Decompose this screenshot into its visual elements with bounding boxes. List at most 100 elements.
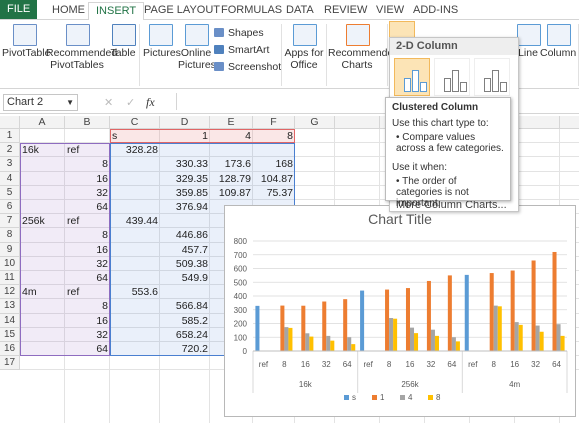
cell[interactable]: 16 (96, 243, 108, 256)
row-header[interactable]: 12 (0, 285, 20, 300)
column-header[interactable] (560, 116, 579, 129)
column-header[interactable] (515, 116, 560, 129)
ribbon-button[interactable]: Pictures (143, 24, 181, 59)
ribbon-button[interactable]: Recommended Charts (328, 24, 399, 71)
column-header[interactable]: C (110, 116, 160, 129)
cell[interactable]: 32 (96, 257, 108, 270)
column-header[interactable]: A (20, 116, 65, 129)
cell[interactable]: s (112, 130, 118, 142)
row-header[interactable]: 3 (0, 157, 20, 172)
fx-button[interactable]: fx (146, 95, 155, 109)
cell[interactable]: 16 (96, 314, 108, 327)
cell[interactable]: 4 (245, 130, 251, 142)
column-header[interactable]: B (65, 116, 110, 129)
row-header[interactable]: 4 (0, 171, 20, 186)
row-header[interactable]: 1 (0, 129, 20, 144)
cell[interactable]: 8 (102, 300, 108, 313)
cell[interactable]: 75.37 (266, 186, 293, 199)
button-label: Recommended PivotTables (46, 47, 118, 71)
column-header[interactable] (335, 116, 380, 129)
cell[interactable]: 457.7 (181, 243, 208, 256)
ribbon-button[interactable]: Online Pictures (178, 24, 216, 71)
ribbon-button[interactable]: Column (540, 24, 576, 59)
cell[interactable]: 8 (102, 158, 108, 171)
cell[interactable]: 720.2 (181, 343, 208, 355)
ribbon-button[interactable]: Line (514, 24, 542, 59)
ribbon-button[interactable]: Apps for Office (283, 24, 325, 71)
row-header[interactable]: 8 (0, 228, 20, 243)
ribbon-tab[interactable]: HOME (52, 4, 85, 16)
row-header[interactable]: 5 (0, 185, 20, 200)
row-header[interactable]: 6 (0, 200, 20, 215)
row-header[interactable]: 2 (0, 143, 20, 158)
ribbon-tab[interactable]: DATA (286, 4, 314, 16)
row-header[interactable]: 10 (0, 256, 20, 271)
cell[interactable]: 32 (96, 328, 108, 341)
cell[interactable]: 168 (275, 158, 293, 171)
formula-input[interactable] (176, 93, 577, 110)
cell[interactable]: 173.6 (224, 158, 251, 171)
cell[interactable]: 4m (22, 286, 37, 299)
cell[interactable]: 109.87 (218, 186, 251, 199)
row-header[interactable]: 9 (0, 242, 20, 257)
cell[interactable]: 16 (96, 172, 108, 185)
cell[interactable]: 585.2 (181, 314, 208, 327)
ribbon-button[interactable]: PivotTable (2, 24, 50, 59)
cell[interactable]: 553.6 (131, 286, 158, 299)
cell[interactable]: 256k (22, 215, 45, 228)
cell[interactable]: 446.86 (175, 229, 208, 242)
row-header[interactable]: 16 (0, 342, 20, 357)
ribbon-button-small[interactable]: Shapes (214, 26, 288, 40)
ribbon-tab[interactable]: INSERT (88, 2, 145, 20)
ribbon-button[interactable]: Recommended PivotTables (46, 24, 118, 71)
more-column-charts[interactable]: More Column Charts... (396, 199, 507, 211)
column-header[interactable]: E (210, 116, 253, 129)
row-header[interactable]: 17 (0, 356, 20, 371)
cell[interactable]: ref (67, 286, 80, 299)
ribbon-button-small[interactable]: SmartArt (214, 43, 288, 57)
ribbon-tab[interactable]: REVIEW (324, 4, 368, 16)
ribbon-button[interactable]: Table (108, 24, 138, 59)
ribbon-tab[interactable]: VIEW (376, 4, 405, 16)
cell[interactable]: 330.33 (175, 158, 208, 171)
column-header[interactable]: F (253, 116, 295, 129)
ribbon-tab[interactable]: PAGE LAYOUT (144, 4, 221, 16)
cell[interactable]: 64 (96, 343, 108, 355)
cell[interactable]: ref (67, 144, 80, 157)
cell[interactable]: 128.79 (218, 172, 251, 185)
cell[interactable]: 1 (202, 130, 208, 142)
chart-object[interactable]: Chart Title 0 100 200 300 400 500 600 700 800 ref 8… (224, 205, 576, 417)
cell[interactable]: 8 (102, 229, 108, 242)
cell[interactable]: 8 (287, 130, 293, 142)
stacked-column-option[interactable] (434, 58, 470, 96)
cell[interactable]: 566.84 (175, 300, 208, 313)
ribbon-tab[interactable]: ADD-INS (413, 4, 459, 16)
cell[interactable]: 658.24 (175, 328, 208, 341)
cell[interactable]: 32 (96, 186, 108, 199)
cell[interactable]: 376.94 (175, 201, 208, 213)
column-header[interactable]: G (295, 116, 335, 129)
name-box[interactable]: Chart 2 ▼ (3, 94, 78, 111)
cell[interactable]: 328.28 (125, 144, 158, 157)
row-header[interactable]: 13 (0, 299, 20, 314)
cell[interactable]: 64 (96, 272, 108, 284)
row-header[interactable]: 11 (0, 271, 20, 286)
cell[interactable]: 359.85 (175, 186, 208, 199)
cell[interactable]: 16k (22, 144, 39, 157)
stacked-100-column-option[interactable] (474, 58, 510, 96)
cell[interactable]: 329.35 (175, 172, 208, 185)
cell[interactable]: 439.44 (125, 215, 158, 228)
cell[interactable]: 509.38 (175, 257, 208, 270)
row-header[interactable]: 14 (0, 313, 20, 328)
row-header[interactable]: 15 (0, 327, 20, 342)
select-all-corner[interactable] (0, 116, 20, 129)
cell[interactable]: 104.87 (260, 172, 293, 185)
ribbon-button-small[interactable]: Screenshot (214, 60, 294, 74)
row-header[interactable]: 7 (0, 214, 20, 229)
cell[interactable]: 549.9 (181, 272, 208, 284)
cell[interactable]: ref (67, 215, 80, 228)
column-header[interactable]: D (160, 116, 210, 129)
cell[interactable]: 64 (96, 201, 108, 213)
ribbon-tab[interactable]: FILE (0, 0, 38, 19)
ribbon-tab[interactable]: FORMULAS (221, 4, 283, 16)
